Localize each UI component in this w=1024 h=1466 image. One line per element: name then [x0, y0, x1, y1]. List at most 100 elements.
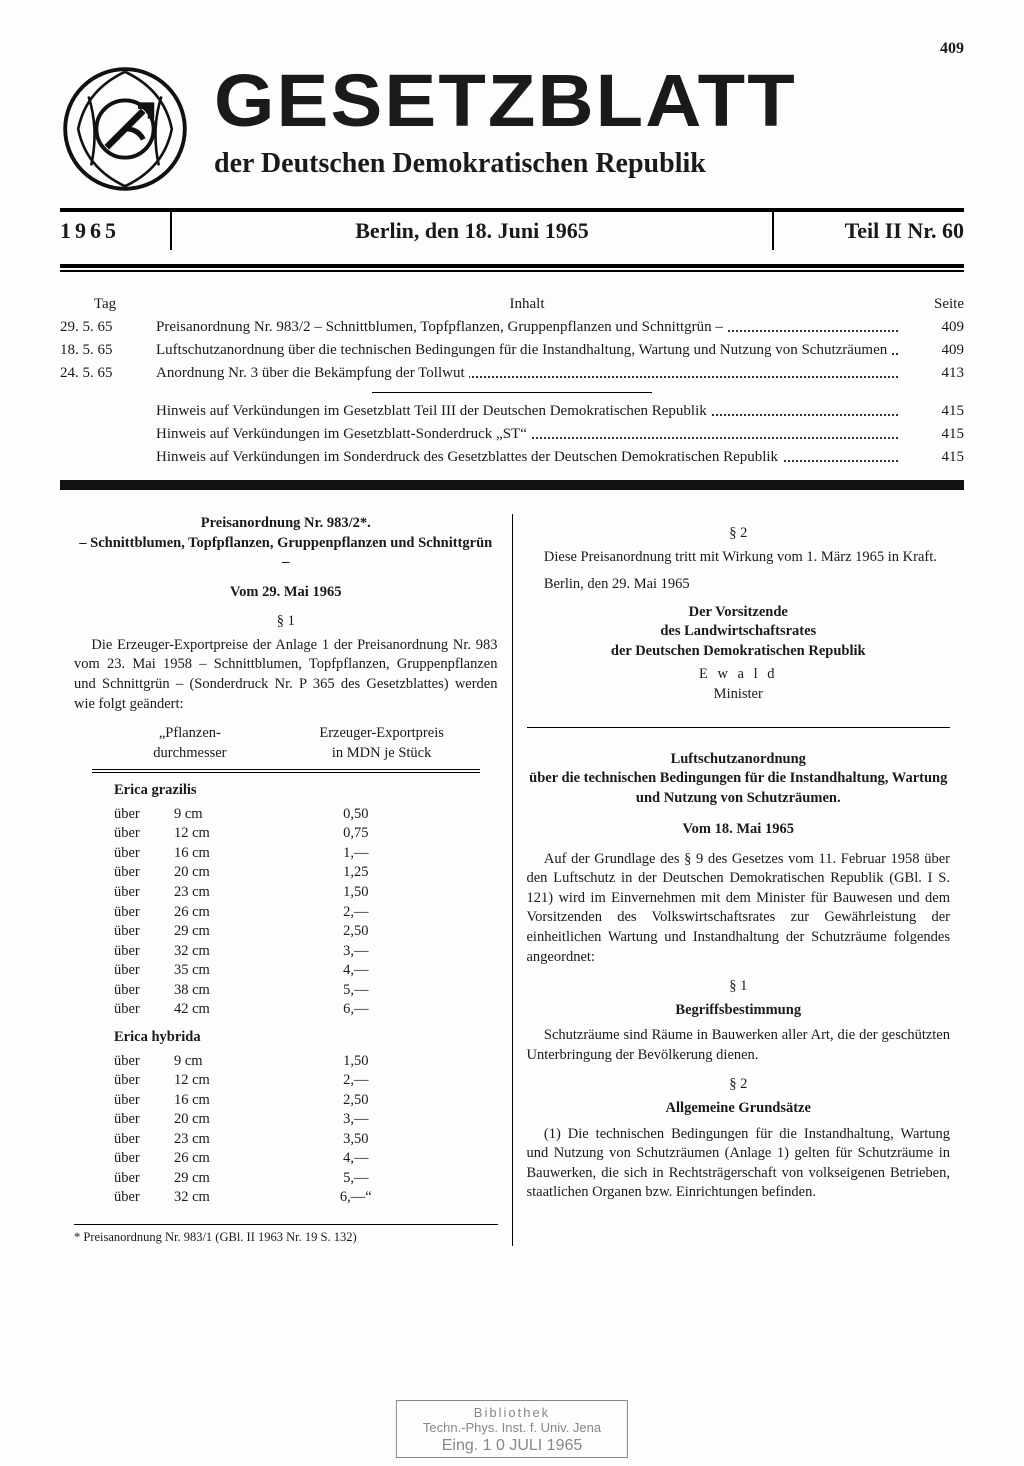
stamp-line: Eing. 1 0 JULI 1965: [423, 1436, 601, 1455]
species-heading: Erica grazilis: [114, 781, 498, 801]
price-row: über29 cm5,—: [74, 1169, 498, 1189]
masthead-text: GESETZBLATT der Deutschen Demokratischen…: [214, 64, 964, 180]
toc-row: Hinweis auf Verkündungen im Gesetzblatt-…: [60, 426, 964, 443]
dateline-part: Teil II Nr. 60: [774, 218, 964, 244]
signatory-line: Der Vorsitzende: [527, 603, 951, 623]
right-column: § 2 Diese Preisanordnung tritt mit Wirku…: [512, 514, 965, 1246]
price-row: über16 cm2,50: [74, 1091, 498, 1111]
dateline-year: 1965: [60, 218, 170, 244]
toc-row: Hinweis auf Verkündungen im Sonderdruck …: [60, 449, 964, 466]
toc-row: 29. 5. 65Preisanordnung Nr. 983/2 – Schn…: [60, 319, 964, 336]
price-over: über: [114, 1000, 174, 1020]
toc-date: 29. 5. 65: [60, 319, 150, 336]
price-over: über: [114, 1188, 174, 1208]
dateline: 1965 Berlin, den 18. Juni 1965 Teil II N…: [60, 212, 964, 250]
ordinance-subtitle: über die technischen Bedingungen für die…: [527, 769, 951, 808]
state-emblem-icon: [60, 64, 190, 194]
price-size: 29 cm: [174, 922, 254, 942]
price-size: 38 cm: [174, 981, 254, 1001]
section-title: Allgemeine Grundsätze: [527, 1099, 951, 1119]
rule: [92, 772, 480, 773]
rule: [60, 264, 964, 268]
price-size: 32 cm: [174, 942, 254, 962]
price-over: über: [114, 1071, 174, 1091]
price-over: über: [114, 981, 174, 1001]
toc-row: 18. 5. 65Luftschutzanordnung über die te…: [60, 342, 964, 359]
ordinance-date: Vom 18. Mai 1965: [527, 820, 951, 840]
price-row: über16 cm1,—: [74, 844, 498, 864]
ordinance-title: Preisanordnung Nr. 983/2*.: [74, 514, 498, 534]
price-row: über32 cm6,—“: [74, 1188, 498, 1208]
dateline-location: Berlin, den 18. Juni 1965: [172, 218, 772, 244]
library-stamp: Bibliothek Techn.-Phys. Inst. f. Univ. J…: [396, 1400, 628, 1458]
price-size: 16 cm: [174, 1091, 254, 1111]
section-marker: § 2: [527, 1075, 951, 1095]
rule: [372, 392, 652, 393]
price-size: 26 cm: [174, 903, 254, 923]
signatory-line: des Landwirtschaftsrates: [527, 622, 951, 642]
toc-desc: Anordnung Nr. 3 über die Bekämpfung der …: [156, 365, 898, 382]
price-size: 20 cm: [174, 863, 254, 883]
th-diameter: „Pflanzen- durchmesser: [94, 724, 286, 763]
price-over: über: [114, 863, 174, 883]
price-over: über: [114, 1130, 174, 1150]
toc-head-page: Seite: [904, 296, 964, 313]
price-value: 5,—: [254, 981, 458, 1001]
body-columns: Preisanordnung Nr. 983/2*. – Schnittblum…: [60, 514, 964, 1246]
toc-page: 409: [904, 319, 964, 336]
price-size: 29 cm: [174, 1169, 254, 1189]
footnote: * Preisanordnung Nr. 983/1 (GBl. II 1963…: [74, 1229, 498, 1246]
price-over: über: [114, 922, 174, 942]
page: 409 GESETZBLATT der Deutschen Demokratis…: [0, 0, 1024, 1466]
price-size: 23 cm: [174, 883, 254, 903]
toc-row: Hinweis auf Verkündungen im Gesetzblatt …: [60, 403, 964, 420]
signatory-role: Minister: [527, 685, 951, 705]
signatory-name: E w a l d: [527, 665, 951, 685]
signatory-line: der Deutschen Demokratischen Republik: [527, 642, 951, 662]
price-over: über: [114, 805, 174, 825]
paragraph: Diese Preisanordnung tritt mit Wirkung v…: [527, 548, 951, 568]
paragraph: Schutzräume sind Räume in Bauwerken alle…: [527, 1026, 951, 1065]
price-value: 6,—“: [254, 1188, 458, 1208]
price-row: über26 cm4,—: [74, 1149, 498, 1169]
price-over: über: [114, 1169, 174, 1189]
price-value: 4,—: [254, 961, 458, 981]
price-row: über20 cm1,25: [74, 863, 498, 883]
species-heading: Erica hybrida: [114, 1028, 498, 1048]
toc-row: 24. 5. 65Anordnung Nr. 3 über die Bekämp…: [60, 365, 964, 382]
masthead: GESETZBLATT der Deutschen Demokratischen…: [60, 64, 964, 194]
toc-desc: Hinweis auf Verkündungen im Gesetzblatt-…: [156, 426, 898, 443]
masthead-title: GESETZBLATT: [214, 64, 1001, 138]
section-marker: § 2: [527, 524, 951, 544]
toc-desc: Hinweis auf Verkündungen im Sonderdruck …: [156, 449, 898, 466]
rule: [74, 1224, 498, 1225]
stamp-line: Bibliothek: [423, 1405, 601, 1421]
toc-page: 415: [904, 426, 964, 443]
price-size: 12 cm: [174, 824, 254, 844]
price-over: über: [114, 942, 174, 962]
price-table-head: „Pflanzen- durchmesser Erzeuger-Exportpr…: [74, 724, 498, 763]
price-row: über38 cm5,—: [74, 981, 498, 1001]
price-over: über: [114, 824, 174, 844]
price-size: 20 cm: [174, 1110, 254, 1130]
page-number-top: 409: [60, 40, 964, 58]
price-size: 23 cm: [174, 1130, 254, 1150]
toc-page: 415: [904, 403, 964, 420]
toc-desc: Luftschutzanordnung über die technischen…: [156, 342, 898, 359]
section-marker: § 1: [74, 612, 498, 632]
price-value: 2,—: [254, 1071, 458, 1091]
toc-page: 413: [904, 365, 964, 382]
price-row: über12 cm2,—: [74, 1071, 498, 1091]
price-value: 1,25: [254, 863, 458, 883]
toc-desc: Hinweis auf Verkündungen im Gesetzblatt …: [156, 403, 898, 420]
ordinance-date: Vom 29. Mai 1965: [74, 583, 498, 603]
price-size: 26 cm: [174, 1149, 254, 1169]
price-row: über29 cm2,50: [74, 922, 498, 942]
price-value: 5,—: [254, 1169, 458, 1189]
section-title: Begriffsbestimmung: [527, 1001, 951, 1021]
paragraph: Die Erzeuger-Exportpreise der Anlage 1 d…: [74, 636, 498, 714]
paragraph: (1) Die technischen Bedingungen für die …: [527, 1125, 951, 1203]
rule: [92, 769, 480, 770]
price-value: 4,—: [254, 1149, 458, 1169]
rule: [60, 270, 964, 272]
